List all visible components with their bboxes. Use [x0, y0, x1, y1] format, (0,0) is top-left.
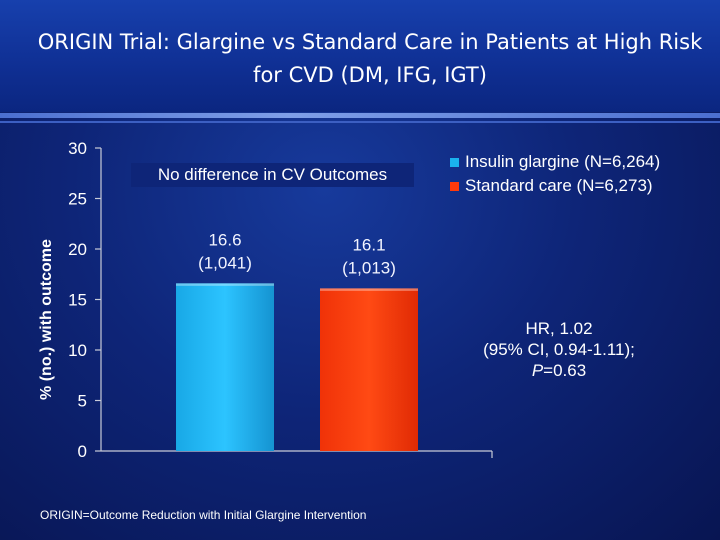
title-band [0, 0, 720, 112]
data-label-value: 16.1 [352, 235, 385, 254]
hazard-ratio-box: HR, 1.02 (95% CI, 0.94-1.11); P=0.63 [452, 318, 666, 381]
y-tick-label: 10 [68, 341, 87, 360]
data-label-count: (1,013) [342, 258, 396, 277]
legend-swatch-glargine [450, 157, 459, 167]
legend-label-standard: Standard care (N=6,273) [465, 176, 653, 195]
y-tick-label: 30 [68, 139, 87, 158]
y-tick-label: 5 [78, 392, 87, 411]
legend-label-glargine: Insulin glargine (N=6,264) [465, 152, 661, 171]
y-tick-label: 25 [68, 190, 87, 209]
title-divider-thin [0, 121, 720, 123]
slide-title: ORIGIN Trial: Glargine vs Standard Care … [37, 30, 703, 87]
bar-glargine [176, 283, 274, 451]
legend-item-standard: Standard care (N=6,273) [450, 174, 710, 198]
y-axis-title: % (no.) with outcome [38, 239, 55, 400]
chart-annotation: No difference in CV Outcomes [131, 163, 414, 187]
bar-standard [320, 288, 418, 451]
confidence-interval: (95% CI, 0.94-1.11); [483, 340, 635, 359]
y-tick-label: 15 [68, 291, 87, 310]
legend: Insulin glargine (N=6,264) Standard care… [450, 150, 710, 198]
hazard-ratio: HR, 1.02 [525, 319, 593, 338]
title-divider [0, 113, 720, 118]
p-value-number: =0.63 [543, 361, 587, 380]
y-tick-label: 20 [68, 240, 87, 259]
bar-glargine-highlight [176, 283, 274, 286]
bar-standard-highlight [320, 288, 418, 291]
data-label-count: (1,041) [198, 253, 252, 272]
footnote: ORIGIN=Outcome Reduction with Initial Gl… [40, 508, 367, 522]
y-tick-label: 0 [78, 442, 87, 461]
data-label-value: 16.6 [208, 230, 241, 249]
p-value: P=0.63 [452, 360, 666, 381]
legend-item-glargine: Insulin glargine (N=6,264) [450, 150, 710, 174]
legend-swatch-standard [450, 181, 459, 191]
p-letter: P [531, 361, 544, 380]
